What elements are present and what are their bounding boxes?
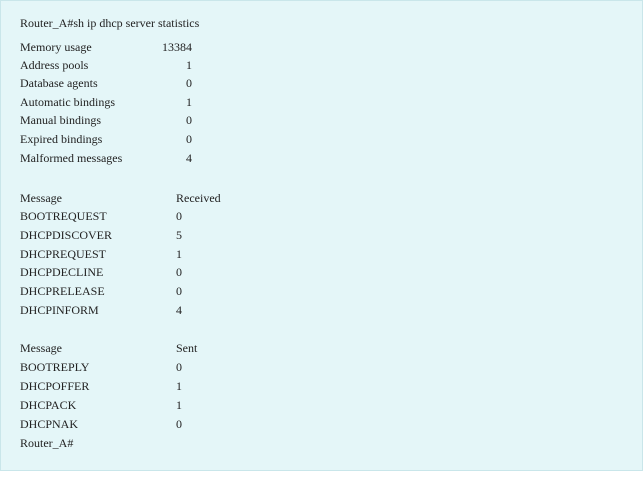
- command-line: Router_A#sh ip dhcp server statistics: [20, 14, 199, 32]
- stat-row: Malformed messages 4: [20, 149, 192, 167]
- sent-row: BOOTREPLY 0: [20, 358, 182, 376]
- command-text: Router_A#sh ip dhcp server statistics: [20, 16, 200, 30]
- message-count: 1: [176, 379, 182, 393]
- stat-row: Address pools 1: [20, 56, 192, 74]
- stat-label: Database agents: [20, 76, 98, 90]
- stat-value: 13384: [162, 40, 192, 54]
- stat-value: 4: [186, 151, 192, 165]
- received-header-row: Message Received: [20, 189, 221, 207]
- stat-label: Malformed messages: [20, 151, 123, 165]
- received-header-label: Message: [20, 191, 62, 205]
- message-count: 4: [176, 303, 182, 317]
- message-type: DHCPDISCOVER: [20, 228, 113, 242]
- message-type: DHCPOFFER: [20, 379, 90, 393]
- received-row: BOOTREQUEST 0: [20, 207, 182, 225]
- stat-row: Manual bindings 0: [20, 111, 192, 129]
- received-header-value: Received: [176, 191, 221, 205]
- stat-label: Address pools: [20, 58, 89, 72]
- message-type: BOOTREPLY: [20, 360, 90, 374]
- message-count: 0: [176, 265, 182, 279]
- message-count: 1: [176, 398, 182, 412]
- stat-value: 0: [186, 132, 192, 146]
- stat-row: Automatic bindings 1: [20, 93, 192, 111]
- message-count: 0: [176, 209, 182, 223]
- stat-value: 1: [186, 95, 192, 109]
- stat-label: Memory usage: [20, 40, 92, 54]
- message-type: DHCPRELEASE: [20, 284, 105, 298]
- sent-row: DHCPNAK 0: [20, 415, 182, 433]
- received-row: DHCPINFORM 4: [20, 301, 182, 319]
- stat-value: 0: [186, 76, 192, 90]
- received-row: DHCPRELEASE 0: [20, 282, 182, 300]
- stat-value: 0: [186, 113, 192, 127]
- terminal-output: Router_A#sh ip dhcp server statistics Me…: [0, 0, 643, 471]
- message-type: DHCPINFORM: [20, 303, 99, 317]
- message-count: 0: [176, 284, 182, 298]
- sent-row: DHCPOFFER 1: [20, 377, 182, 395]
- received-row: DHCPREQUEST 1: [20, 245, 182, 263]
- received-row: DHCPDISCOVER 5: [20, 226, 182, 244]
- message-count: 1: [176, 247, 182, 261]
- prompt-line[interactable]: Router_A#: [20, 434, 73, 452]
- prompt-text[interactable]: Router_A#: [20, 436, 74, 450]
- stat-value: 1: [186, 58, 192, 72]
- stat-row: Memory usage 13384: [20, 38, 192, 56]
- stat-label: Manual bindings: [20, 113, 101, 127]
- sent-header-row: Message Sent: [20, 339, 197, 357]
- sent-row: DHCPACK 1: [20, 396, 182, 414]
- message-type: DHCPACK: [20, 398, 77, 412]
- sent-header-value: Sent: [176, 341, 198, 355]
- stat-label: Automatic bindings: [20, 95, 115, 109]
- stat-label: Expired bindings: [20, 132, 103, 146]
- message-type: DHCPREQUEST: [20, 247, 107, 261]
- stat-row: Database agents 0: [20, 74, 192, 92]
- message-type: BOOTREQUEST: [20, 209, 107, 223]
- stat-row: Expired bindings 0: [20, 130, 192, 148]
- message-count: 0: [176, 360, 182, 374]
- received-row: DHCPDECLINE 0: [20, 263, 182, 281]
- sent-header-label: Message: [20, 341, 62, 355]
- message-type: DHCPDECLINE: [20, 265, 104, 279]
- message-count: 5: [176, 228, 182, 242]
- message-count: 0: [176, 417, 182, 431]
- message-type: DHCPNAK: [20, 417, 79, 431]
